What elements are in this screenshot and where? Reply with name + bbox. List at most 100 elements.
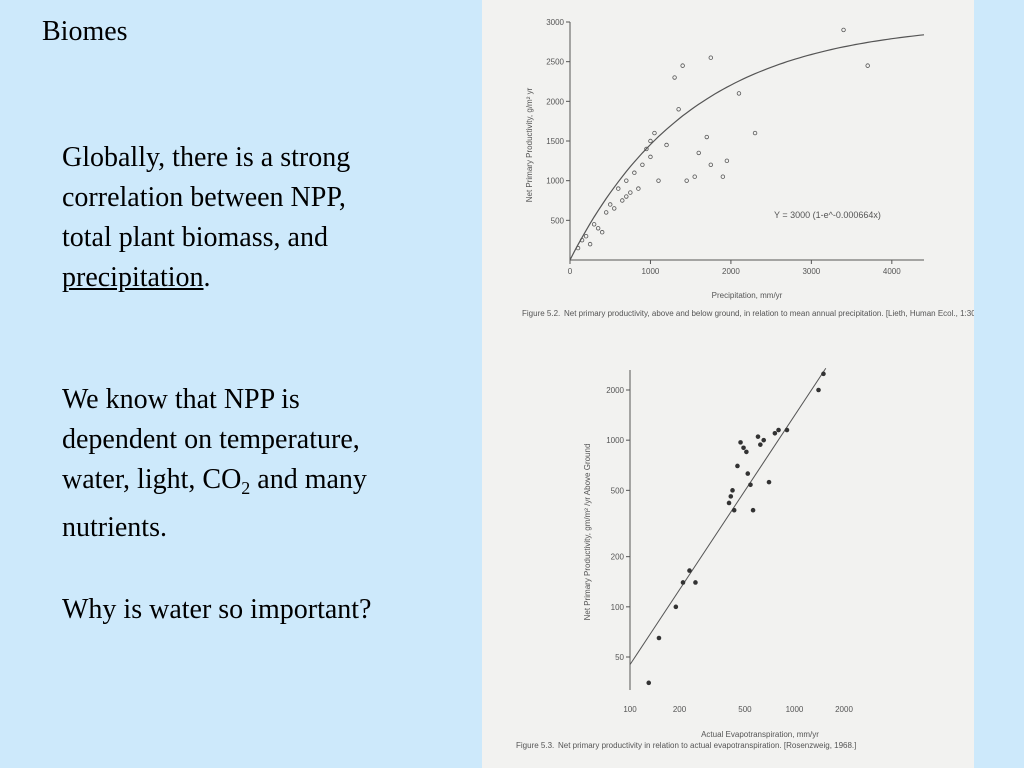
fig2-data-point bbox=[784, 427, 790, 433]
paragraph-line: water, light, CO2 and many bbox=[62, 460, 462, 508]
fig1-data-point bbox=[708, 162, 713, 167]
fig1-data-point bbox=[616, 186, 621, 191]
fig1-y-label: Net Primary Productivity, g/m² yr bbox=[525, 87, 534, 202]
co2-subscript: 2 bbox=[241, 478, 251, 498]
paragraph-line: precipitation. bbox=[62, 258, 462, 298]
fig1-y-tick-label: 1000 bbox=[546, 177, 564, 186]
fig2-data-point bbox=[730, 488, 735, 493]
fig1-data-point bbox=[648, 138, 653, 144]
fig2-y-tick-label: 50 bbox=[615, 653, 624, 662]
fig1-data-point bbox=[680, 63, 685, 68]
paragraph-line: dependent on temperature, bbox=[62, 424, 360, 455]
fig1-data-point bbox=[612, 206, 617, 211]
fig2-data-point bbox=[693, 580, 698, 585]
fig2-data-point bbox=[816, 387, 821, 393]
fig1-data-point bbox=[640, 162, 645, 167]
fig1-data-point bbox=[841, 27, 846, 33]
fig1-data-point bbox=[628, 190, 633, 195]
fig1-data-point bbox=[664, 142, 669, 148]
fig2-data-point bbox=[748, 482, 753, 488]
npp-dependency-paragraph: We know that NPP is dependent on tempera… bbox=[62, 380, 462, 548]
fig1-fit-curve bbox=[569, 34, 925, 261]
fig1-data-point bbox=[624, 178, 629, 183]
fig2-data-point bbox=[745, 471, 751, 476]
fig2-data-point bbox=[755, 434, 761, 439]
figure-5-3: 50 100 200 500 1000 2000 100 200 500 1000 2000 Ne… bbox=[516, 368, 856, 750]
fig2-data-point bbox=[772, 430, 778, 436]
fig2-y-tick-label: 1000 bbox=[606, 436, 624, 445]
fig2-data-point bbox=[673, 604, 679, 610]
fig1-data-point bbox=[648, 154, 653, 160]
fig2-x-tick-label: 2000 bbox=[835, 705, 853, 714]
fig2-data-point bbox=[656, 635, 662, 641]
fig1-data-point bbox=[644, 146, 649, 152]
fig2-data-point bbox=[821, 371, 826, 377]
fig1-data-point bbox=[736, 91, 742, 96]
npp-correlation-paragraph: Globally, there is a strong correlation … bbox=[62, 138, 462, 298]
fig1-x-tick-label: 1000 bbox=[642, 267, 660, 276]
fig1-data-point bbox=[720, 174, 726, 179]
fig2-x-tick-label: 100 bbox=[623, 705, 637, 714]
fig2-y-label: Net Primary Productivity, gm/m² /yr Abov… bbox=[583, 444, 592, 621]
fig1-data-point bbox=[752, 130, 758, 136]
fig1-y-tick-label: 500 bbox=[551, 216, 565, 225]
fig2-y-tick-label: 200 bbox=[611, 553, 625, 562]
fig2-data-point bbox=[680, 580, 686, 585]
fig2-data-point bbox=[731, 507, 737, 513]
fig2-x-tick-label: 1000 bbox=[786, 705, 804, 714]
fig2-data-point bbox=[761, 437, 767, 443]
fig1-data-point bbox=[620, 198, 625, 203]
paragraph-line: correlation between NPP, bbox=[62, 182, 346, 213]
fig1-y-tick-label: 1500 bbox=[546, 137, 564, 146]
fig1-y-tick-label: 3000 bbox=[546, 18, 564, 27]
fig1-data-point bbox=[608, 202, 613, 207]
slide-title: Biomes bbox=[42, 16, 128, 47]
paragraph-line: Globally, there is a strong bbox=[62, 142, 351, 173]
fig1-x-tick-label: 2000 bbox=[722, 267, 740, 276]
co2-prefix: water, light, CO bbox=[62, 464, 242, 495]
fig1-caption-label: Figure 5.2. bbox=[522, 309, 560, 318]
fig1-data-point bbox=[684, 178, 689, 183]
fig1-data-point bbox=[656, 178, 661, 183]
fig2-caption-text: Net primary productivity in relation to … bbox=[558, 741, 856, 750]
fig1-data-point bbox=[583, 233, 589, 239]
fig1-data-point bbox=[587, 241, 593, 247]
fig1-x-label: Precipitation, mm/yr bbox=[712, 291, 783, 300]
fig1-data-point bbox=[579, 237, 585, 243]
fig1-data-point bbox=[865, 63, 870, 68]
fig2-data-point bbox=[738, 440, 743, 445]
fig2-data-point bbox=[726, 500, 732, 506]
fig1-y-tick-label: 2500 bbox=[546, 58, 564, 67]
fig2-y-tick-label: 2000 bbox=[606, 386, 624, 395]
fig2-data-point bbox=[776, 427, 781, 433]
fig1-data-point bbox=[724, 158, 730, 164]
fig2-y-tick-label: 100 bbox=[611, 603, 625, 612]
fig1-data-point bbox=[676, 107, 681, 112]
paragraph-line: total plant biomass, and bbox=[62, 222, 328, 253]
co2-suffix: and many bbox=[250, 464, 367, 495]
fig2-data-point bbox=[766, 479, 772, 485]
fig1-data-point bbox=[636, 186, 641, 191]
fig1-data-point bbox=[575, 245, 581, 251]
fig2-data-point bbox=[758, 442, 763, 447]
fig2-data-point bbox=[750, 507, 756, 513]
paragraph-line: nutrients. bbox=[62, 512, 167, 543]
fig1-data-point bbox=[672, 75, 677, 80]
fig2-x-label: Actual Evapotranspiration, mm/yr bbox=[701, 730, 819, 739]
fig1-data-point bbox=[624, 194, 629, 199]
fig1-data-point bbox=[632, 170, 637, 175]
fig1-data-point bbox=[595, 226, 601, 231]
fig1-data-point bbox=[599, 230, 605, 235]
fig2-y-tick-label: 500 bbox=[611, 486, 625, 495]
fig2-data-point bbox=[744, 449, 749, 455]
fig2-x-tick-label: 500 bbox=[738, 705, 752, 714]
fig1-data-point bbox=[591, 222, 597, 227]
fig2-caption-label: Figure 5.3. bbox=[516, 741, 554, 750]
fig1-data-point bbox=[704, 134, 709, 140]
fig2-data-point bbox=[728, 494, 734, 499]
fig1-y-tick-label: 2000 bbox=[546, 97, 564, 106]
fig1-equation: Y = 3000 (1-e^-0.000664x) bbox=[774, 210, 881, 220]
figures-svg: 500 1000 1500 2000 2500 3000 0 1000 2000 3000 400… bbox=[516, 18, 974, 750]
precipitation-underlined: precipitation bbox=[62, 262, 204, 293]
water-question: Why is water so important? bbox=[62, 594, 372, 625]
